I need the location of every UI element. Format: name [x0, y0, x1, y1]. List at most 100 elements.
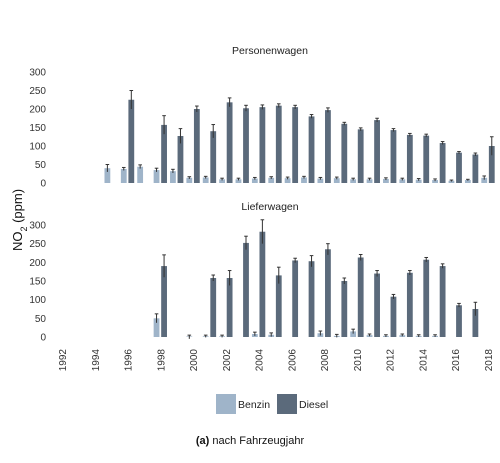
bar-diesel-2006 [292, 260, 299, 337]
bar-diesel-2002 [226, 278, 233, 337]
legend: Benzin Diesel [216, 394, 328, 414]
bar-benzin-2012 [383, 178, 389, 183]
x-tick-label: 2000 [189, 349, 200, 372]
bar-benzin-2015 [432, 180, 438, 183]
x-tick-label: 2016 [451, 349, 462, 372]
bar-diesel-2003 [243, 242, 249, 337]
x-tick-label: 2014 [418, 349, 429, 372]
legend-swatch-benzin [216, 394, 236, 414]
bar-diesel-2018 [488, 146, 495, 183]
x-tick-label: 1994 [91, 349, 102, 372]
bar-benzin-1998 [153, 318, 160, 337]
legend-swatch-diesel [277, 394, 297, 414]
bar-diesel-2009 [341, 281, 348, 337]
bar-diesel-2004 [259, 107, 266, 183]
bar-benzin-2010 [350, 179, 357, 183]
x-tick-label: 1992 [58, 349, 69, 372]
bar-benzin-2017 [464, 180, 471, 183]
bar-benzin-2010 [350, 331, 357, 337]
x-tick-label: 1998 [156, 349, 167, 372]
panel-personenwagen: 0 50 100 150 200 250 300 [29, 68, 495, 190]
y-tick-label: 150 [29, 123, 46, 134]
y-tick-label: 0 [40, 179, 46, 190]
bar-benzin-1998 [153, 170, 160, 183]
bar-diesel-2016 [456, 152, 462, 183]
panels: 0 50 100 150 200 250 300 0 50 100 150 200 250 300 [29, 68, 495, 344]
bar-diesel-2008 [325, 249, 331, 337]
bar-benzin-1995 [104, 168, 111, 183]
bar-diesel-2001 [210, 278, 217, 337]
bar-diesel-2014 [423, 259, 430, 337]
bar-benzin-2007 [301, 177, 307, 183]
bar-diesel-2005 [275, 105, 282, 183]
bar-benzin-2009 [333, 178, 340, 183]
x-tick-label: 2002 [222, 349, 233, 372]
x-tick-label: 2008 [320, 349, 331, 372]
bar-diesel-2013 [406, 272, 413, 337]
panel-title-personenwagen: Personenwagen [232, 45, 308, 57]
bar-diesel-2015 [439, 143, 446, 183]
bar-diesel-2010 [357, 257, 364, 337]
y-tick-label: 300 [29, 68, 46, 79]
bar-diesel-2016 [456, 305, 462, 337]
x-tick-label: 2018 [484, 349, 495, 372]
bar-diesel-2011 [374, 120, 380, 183]
x-tick-label: 2004 [255, 349, 266, 372]
bar-diesel-2000 [193, 109, 200, 183]
bar-diesel-2014 [423, 135, 430, 183]
bar-diesel-2015 [439, 266, 446, 337]
bar-benzin-2016 [448, 180, 455, 183]
panel-lieferwagen: 0 50 100 150 200 250 300 [29, 219, 479, 344]
bar-benzin-2004 [251, 178, 258, 183]
y-tick-label: 200 [29, 105, 46, 116]
bar-benzin-1999 [170, 171, 176, 183]
bar-benzin-2000 [186, 177, 193, 183]
y-tick-label: 50 [35, 160, 47, 171]
bar-diesel-2002 [226, 102, 233, 183]
bar-diesel-1999 [177, 136, 184, 183]
y-tick-label: 100 [29, 295, 46, 306]
x-tick-label: 1996 [124, 349, 135, 372]
y-tick-label: 300 [29, 221, 46, 232]
bar-benzin-2011 [366, 179, 373, 183]
bar-benzin-1996 [120, 168, 127, 183]
bar-diesel-2004 [259, 231, 266, 337]
bar-diesel-1998 [161, 266, 167, 337]
bar-diesel-2017 [472, 154, 479, 183]
bar-benzin-2002 [219, 179, 225, 183]
bar-benzin-2005 [268, 177, 275, 183]
bar-diesel-2007 [308, 261, 315, 337]
x-tick-label: 2006 [287, 349, 298, 372]
x-axis: 1992 1994 1996 1998 2000 2002 2004 2006 2008 2010… [58, 349, 495, 372]
bar-benzin-2018 [481, 177, 488, 183]
bar-diesel-2010 [357, 129, 364, 183]
x-tick-label: 2010 [353, 349, 364, 372]
bar-diesel-2008 [325, 110, 331, 183]
y-axis-title: NO2 (ppm) [10, 189, 29, 251]
bar-diesel-2006 [292, 107, 299, 183]
y-tick-label: 250 [29, 86, 46, 97]
legend-label-benzin: Benzin [238, 399, 270, 411]
bar-benzin-2008 [317, 178, 324, 183]
legend-label-diesel: Diesel [299, 399, 328, 411]
bar-diesel-2007 [308, 116, 315, 183]
bar-diesel-1996 [128, 99, 135, 183]
bar-diesel-2012 [390, 130, 397, 183]
y-tick-label: 50 [35, 314, 47, 325]
bar-diesel-2001 [210, 131, 217, 183]
bar-diesel-2011 [374, 273, 380, 337]
y-tick-label: 100 [29, 142, 46, 153]
bar-diesel-2013 [406, 134, 413, 183]
y-tick-label: 0 [40, 333, 46, 344]
bar-diesel-2012 [390, 296, 397, 337]
bar-benzin-1997 [137, 166, 144, 183]
y-tick-label: 250 [29, 239, 46, 250]
bar-benzin-2001 [202, 177, 209, 183]
bar-benzin-2013 [399, 179, 406, 183]
bar-diesel-2005 [275, 275, 282, 337]
bar-benzin-2014 [415, 179, 422, 183]
y-tick-label: 150 [29, 277, 46, 288]
panel-title-lieferwagen: Lieferwagen [241, 201, 298, 213]
bar-benzin-2003 [235, 179, 242, 183]
